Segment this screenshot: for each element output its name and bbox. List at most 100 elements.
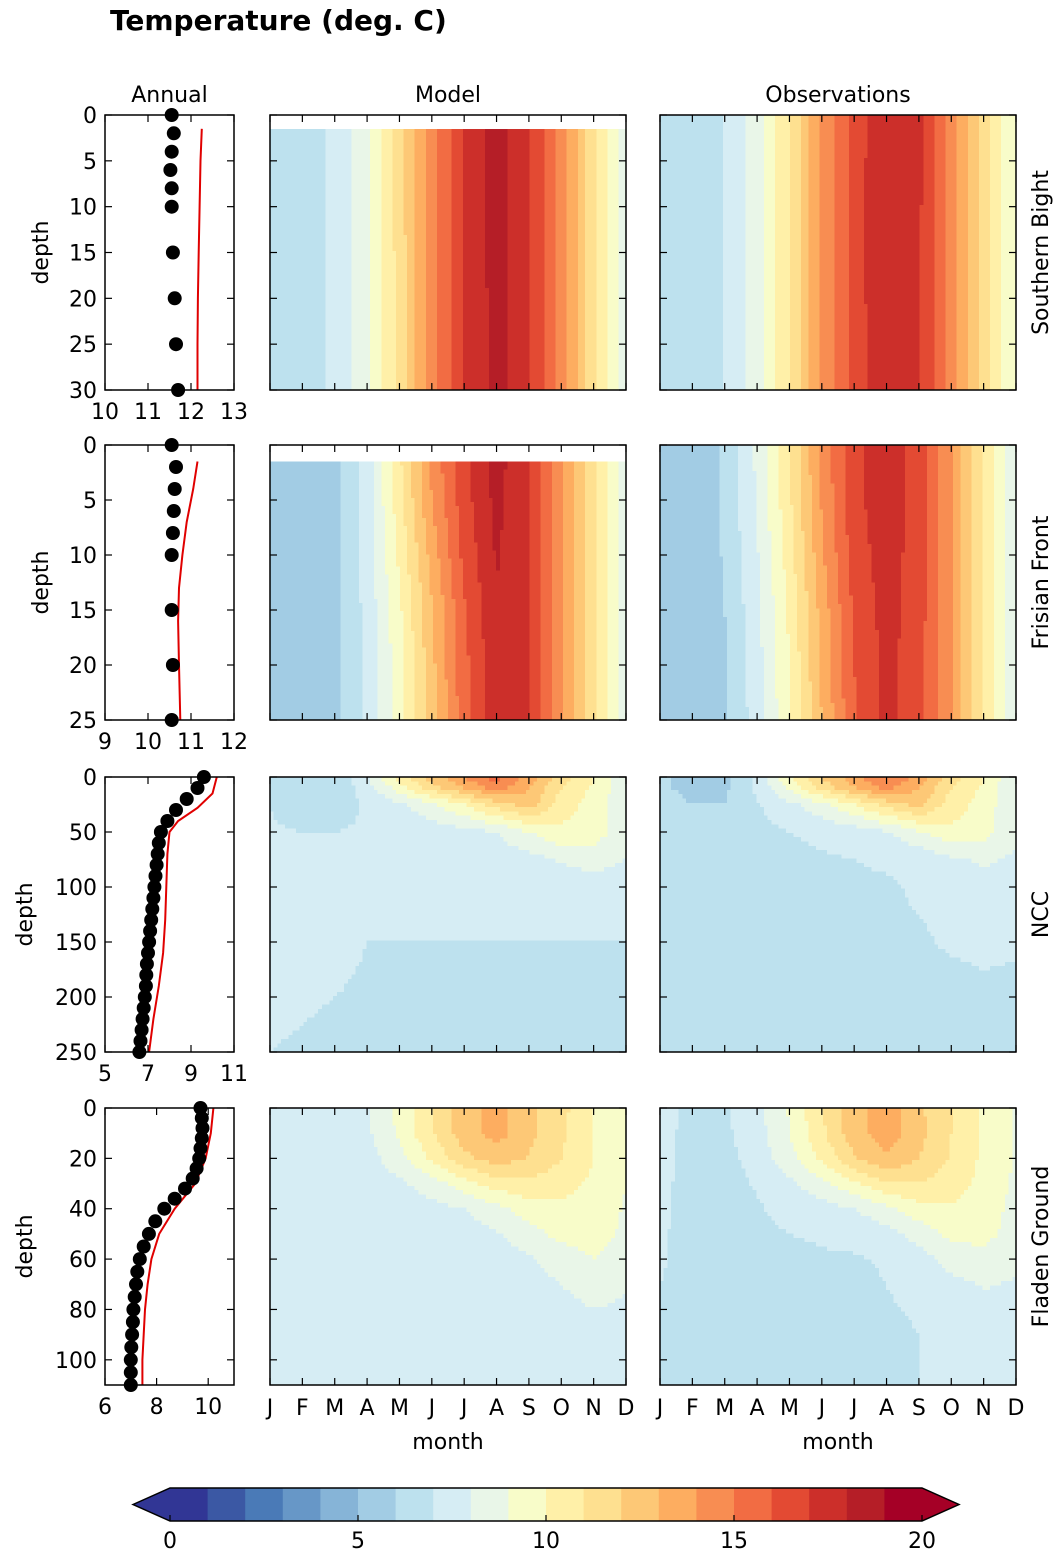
heatmap-cell <box>337 165 341 170</box>
heatmap-cell <box>429 186 433 191</box>
obs-point <box>165 603 179 617</box>
heatmap-cell <box>582 153 586 158</box>
heatmap-cell <box>359 170 363 175</box>
heatmap-cell <box>459 178 463 183</box>
heatmap-cell <box>311 161 315 166</box>
heatmap-cell <box>307 206 311 211</box>
heatmap-cell <box>355 170 359 175</box>
heatmap-cell <box>281 165 285 170</box>
heatmap-cell <box>463 149 467 154</box>
heatmap-cell <box>489 165 493 170</box>
heatmap-cell <box>489 202 493 207</box>
heatmap-cell <box>489 149 493 154</box>
heatmap-cell <box>315 170 319 175</box>
heatmap-cell <box>563 174 567 179</box>
heatmap-cell <box>607 129 611 134</box>
heatmap-cell <box>522 198 526 203</box>
heatmap-cell <box>289 157 293 162</box>
heatmap-cell <box>615 133 619 138</box>
heatmap-cell <box>593 137 597 142</box>
heatmap-cell <box>604 153 608 158</box>
heatmap-cell <box>300 170 304 175</box>
heatmap-cell <box>326 165 330 170</box>
heatmap-cell <box>311 129 315 134</box>
heatmap-cell <box>289 206 293 211</box>
heatmap-cell <box>548 145 552 150</box>
heatmap-cell <box>344 178 348 183</box>
heatmap-cell <box>296 174 300 179</box>
heatmap-cell <box>522 178 526 183</box>
heatmap-cell <box>544 129 548 134</box>
heatmap-cell <box>348 137 352 142</box>
heatmap-cell <box>426 190 430 195</box>
heatmap-cell <box>337 133 341 138</box>
heatmap-cell <box>578 133 582 138</box>
heatmap-cell <box>533 190 537 195</box>
heatmap-cell <box>467 198 471 203</box>
heatmap-cell <box>600 194 604 199</box>
heatmap-cell <box>437 202 441 207</box>
heatmap-cell <box>289 170 293 175</box>
heatmap-cell <box>392 206 396 211</box>
heatmap-cell <box>567 129 571 134</box>
heatmap-cell <box>567 182 571 187</box>
heatmap-cell <box>289 165 293 170</box>
heatmap-cell <box>292 174 296 179</box>
y-tick-label: 20 <box>69 287 97 312</box>
heatmap-cell <box>548 153 552 158</box>
heatmap-cell <box>433 141 437 146</box>
heatmap-cell <box>474 190 478 195</box>
model-profile-line <box>149 777 217 1052</box>
heatmap-cell <box>533 170 537 175</box>
heatmap-cell <box>404 170 408 175</box>
heatmap-cell <box>463 182 467 187</box>
heatmap-cell <box>359 157 363 162</box>
heatmap-cell <box>585 129 589 134</box>
heatmap-cell <box>548 194 552 199</box>
heatmap-cell <box>381 170 385 175</box>
heatmap-cell <box>574 129 578 134</box>
heatmap-cell <box>537 165 541 170</box>
model-profile-line <box>178 462 197 721</box>
heatmap-cell <box>530 145 534 150</box>
heatmap-cell <box>281 141 285 146</box>
x-tick-label: 6 <box>98 1395 112 1420</box>
heatmap-cell <box>374 165 378 170</box>
heatmap-cell <box>537 202 541 207</box>
heatmap-cell <box>459 137 463 142</box>
heatmap-cell <box>333 133 337 138</box>
heatmap-cell <box>418 157 422 162</box>
obs-point <box>166 658 180 672</box>
heatmap-cell <box>515 153 519 158</box>
heatmap-cell <box>404 133 408 138</box>
heatmap-cell <box>363 206 367 211</box>
heatmap-cell <box>303 186 307 191</box>
heatmap-cell <box>296 182 300 187</box>
heatmap-cell <box>329 182 333 187</box>
heatmap-cell <box>552 137 556 142</box>
heatmap-cell <box>552 186 556 191</box>
heatmap-cell <box>544 198 548 203</box>
heatmap-cell <box>348 182 352 187</box>
heatmap-cell <box>374 141 378 146</box>
heatmap-cell <box>441 206 445 211</box>
heatmap-cell <box>300 194 304 199</box>
heatmap-cell <box>404 194 408 199</box>
heatmap-cell <box>478 206 482 211</box>
heatmap-cell <box>496 133 500 138</box>
heatmap-cell <box>470 198 474 203</box>
heatmap-cell <box>596 133 600 138</box>
heatmap-cell <box>411 161 415 166</box>
heatmap-cell <box>378 153 382 158</box>
heatmap-cell <box>307 149 311 154</box>
heatmap-cell <box>296 137 300 142</box>
heatmap-cell <box>348 161 352 166</box>
heatmap-cell <box>496 153 500 158</box>
heatmap-cell <box>311 153 315 158</box>
heatmap-cell <box>511 157 515 162</box>
heatmap-cell <box>522 153 526 158</box>
heatmap-cell <box>582 182 586 187</box>
heatmap-cell <box>493 137 497 142</box>
heatmap-cell <box>274 194 278 199</box>
heatmap-cell <box>537 153 541 158</box>
